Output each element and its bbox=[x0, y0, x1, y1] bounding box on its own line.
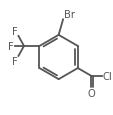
Text: F: F bbox=[8, 42, 14, 52]
Text: F: F bbox=[12, 26, 18, 36]
Text: F: F bbox=[12, 57, 18, 67]
Text: Br: Br bbox=[64, 10, 74, 20]
Text: Cl: Cl bbox=[102, 71, 111, 81]
Text: O: O bbox=[87, 88, 94, 98]
